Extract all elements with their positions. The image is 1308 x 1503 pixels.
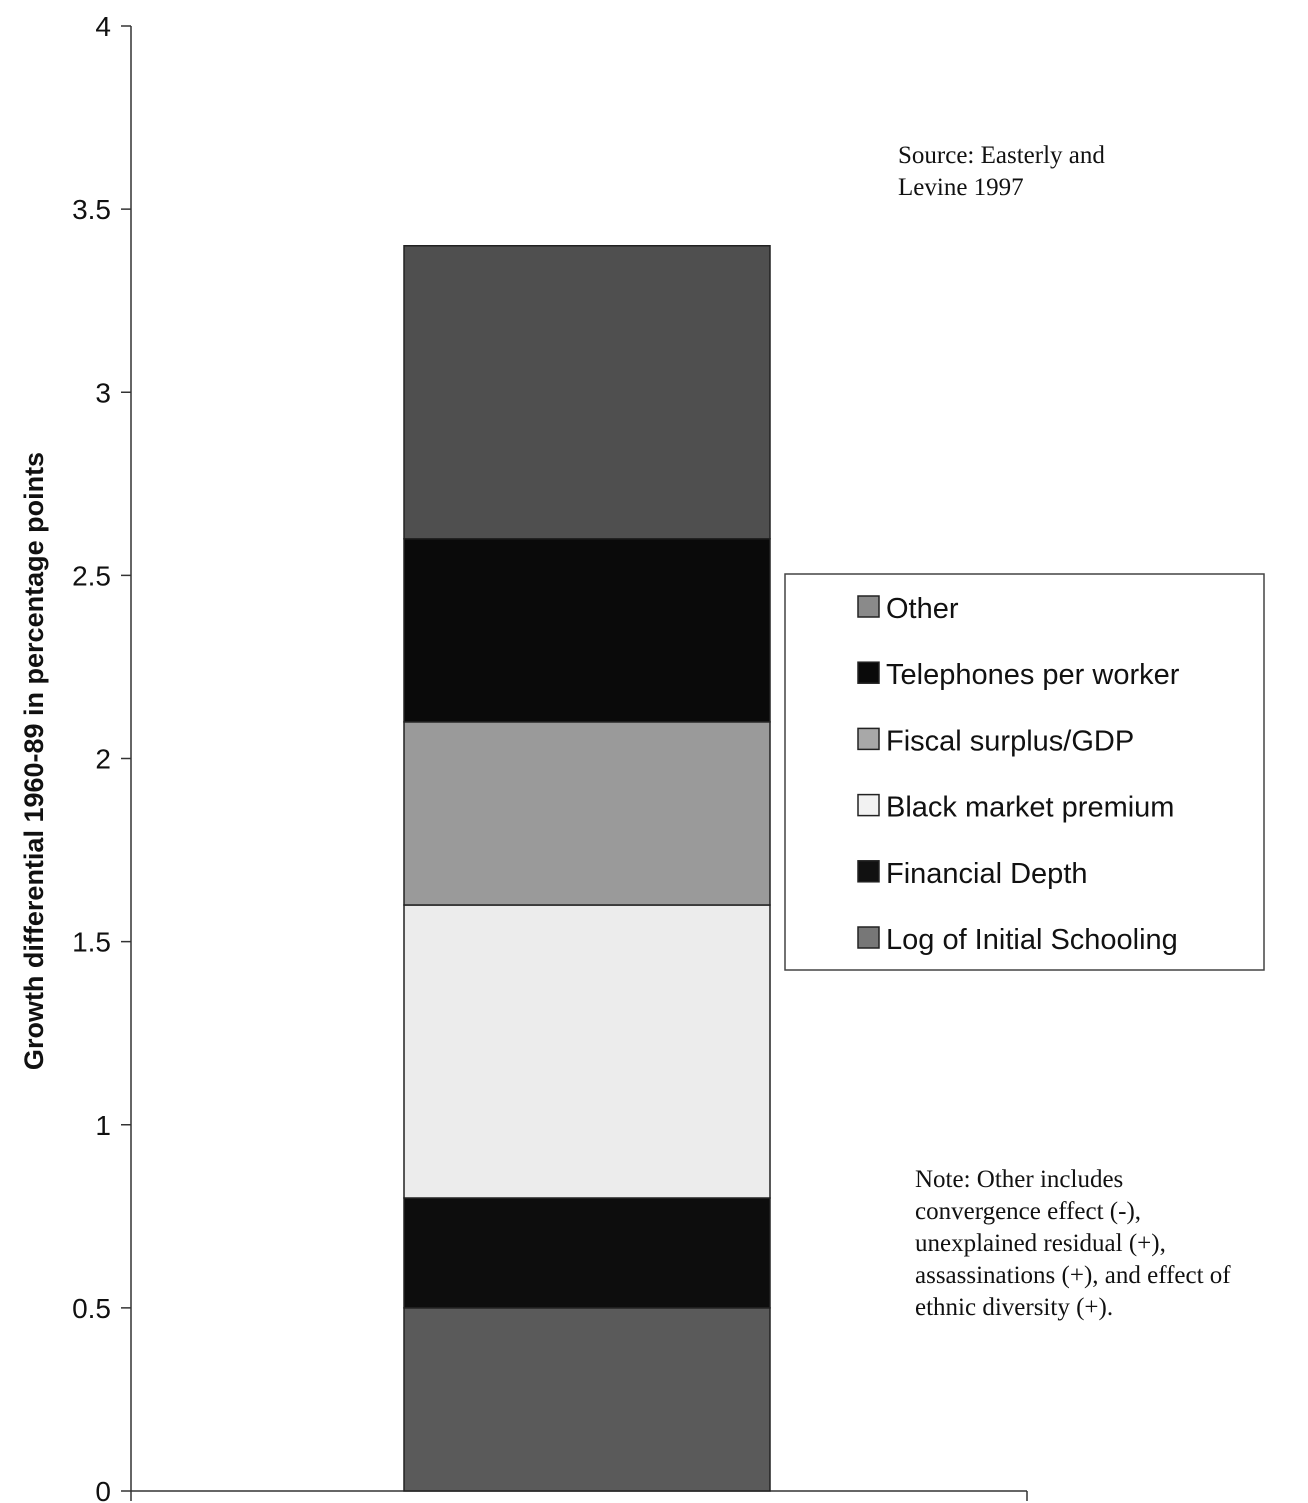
source-note-line: Source: Easterly and [898,142,1105,169]
other-note: Note: Other includes convergence effect … [915,1164,1295,1324]
y-tick-label: 3.5 [72,194,111,225]
bar-segment-log-of-initial-schooling [403,1307,771,1492]
legend-swatch-fiscal-surplus-gdp [857,727,880,751]
y-tick-label: 4 [95,11,111,42]
legend-label-log-of-initial-schooling: Log of Initial Schooling [886,924,1178,956]
y-tick-label: 3 [95,377,111,408]
legend-swatch-other [857,595,880,618]
bar-segment-other [403,245,771,540]
y-tick-label: 2.5 [72,560,111,591]
legend-label-fiscal-surplus-gdp: Fiscal surplus/GDP [886,725,1134,757]
y-tick-label: 2 [95,744,111,775]
source-note-line: Levine 1997 [898,174,1024,201]
stacked-bar [403,245,771,1492]
y-axis: 0 0.5 1 1.5 2 2.5 3 3.5 4 [72,11,132,1503]
y-tick-label: 0.5 [72,1293,111,1324]
bar-segment-black-market-premium [403,904,771,1199]
other-note-line: assassinations (+), and effect of [915,1262,1231,1289]
legend-label-financial-depth: Financial Depth [886,858,1088,890]
y-tick-label: 1.5 [72,927,111,958]
source-note: Source: Easterly and Levine 1997 [898,140,1198,204]
other-note-line: Note: Other includes [915,1166,1124,1193]
x-axis [130,1490,1028,1501]
y-tick-label: 1 [95,1110,111,1141]
y-tick-label: 0 [95,1476,111,1503]
legend-box [784,573,1265,971]
legend-swatch-financial-depth [857,860,880,883]
legend: Other Telephones per worker Fiscal surplus… [784,573,1265,971]
y-axis-label: Growth differential 1960-89 in percentag… [19,452,49,1070]
legend-label-black-market-premium: Black market premium [886,792,1174,824]
bar-segment-financial-depth [403,1197,771,1309]
legend-swatch-log-of-initial-schooling [857,926,880,949]
bar-segment-telephones-per-worker [403,538,771,723]
other-note-line: unexplained residual (+), [915,1230,1166,1257]
other-note-line: convergence effect (-), [915,1198,1142,1225]
other-note-line: ethnic diversity (+). [915,1294,1114,1321]
legend-swatch-telephones-per-worker [857,661,880,684]
legend-label-other: Other [886,593,959,625]
legend-swatch-black-market-premium [857,793,880,817]
legend-label-telephones-per-worker: Telephones per worker [886,659,1180,691]
bar-segment-fiscal-surplus-gdp [403,721,771,906]
